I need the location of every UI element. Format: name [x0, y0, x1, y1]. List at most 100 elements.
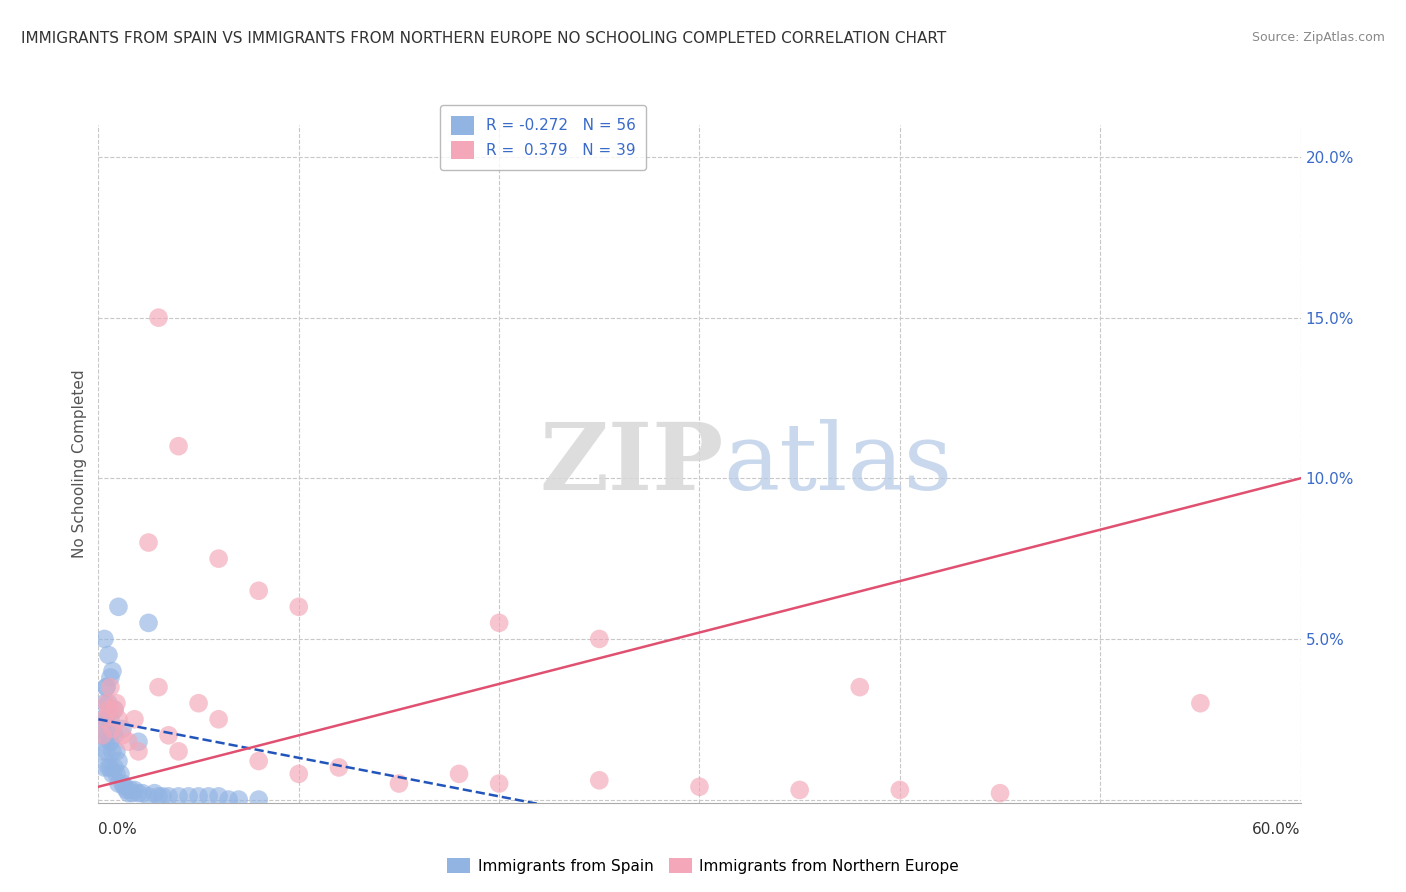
Point	[152, 789, 174, 804]
Point	[148, 310, 170, 325]
Point	[128, 735, 150, 749]
Point	[93, 760, 115, 774]
Point	[105, 696, 128, 710]
Text: atlas: atlas	[724, 419, 953, 508]
Point	[101, 744, 124, 758]
Point	[447, 767, 470, 781]
Point	[96, 680, 118, 694]
Point	[197, 789, 219, 804]
Point	[100, 680, 122, 694]
Point	[138, 789, 160, 804]
Point	[187, 696, 209, 710]
Point	[93, 728, 115, 742]
Point	[105, 744, 128, 758]
Point	[110, 767, 132, 781]
Point	[143, 786, 166, 800]
Point	[103, 703, 125, 717]
Point	[111, 722, 134, 736]
Point	[101, 767, 124, 781]
Point	[97, 696, 120, 710]
Point	[288, 599, 311, 614]
Point	[218, 792, 240, 806]
Point	[107, 776, 129, 790]
Point	[167, 744, 190, 758]
Point	[128, 744, 150, 758]
Point	[488, 776, 510, 790]
Point	[111, 776, 134, 790]
Point	[247, 754, 270, 768]
Point	[208, 551, 231, 566]
Point	[187, 789, 209, 804]
Point	[228, 792, 250, 806]
Point	[91, 712, 114, 726]
Point	[1189, 696, 1212, 710]
Point	[97, 728, 120, 742]
Point	[131, 786, 153, 800]
Point	[588, 773, 610, 788]
Point	[138, 615, 160, 630]
Point	[208, 712, 231, 726]
Point	[167, 789, 190, 804]
Point	[105, 767, 128, 781]
Y-axis label: No Schooling Completed: No Schooling Completed	[72, 369, 87, 558]
Text: ZIP: ZIP	[540, 419, 724, 508]
Point	[247, 792, 270, 806]
Point	[488, 615, 510, 630]
Point	[91, 728, 114, 742]
Point	[96, 680, 118, 694]
Point	[100, 671, 122, 685]
Point	[247, 583, 270, 598]
Legend: R = -0.272   N = 56, R =  0.379   N = 39: R = -0.272 N = 56, R = 0.379 N = 39	[440, 105, 647, 170]
Text: IMMIGRANTS FROM SPAIN VS IMMIGRANTS FROM NORTHERN EUROPE NO SCHOOLING COMPLETED : IMMIGRANTS FROM SPAIN VS IMMIGRANTS FROM…	[21, 31, 946, 46]
Legend: Immigrants from Spain, Immigrants from Northern Europe: Immigrants from Spain, Immigrants from N…	[441, 852, 965, 880]
Point	[121, 786, 143, 800]
Point	[100, 760, 122, 774]
Point	[288, 767, 311, 781]
Point	[107, 754, 129, 768]
Point	[111, 728, 134, 742]
Point	[96, 744, 118, 758]
Point	[157, 789, 180, 804]
Point	[107, 599, 129, 614]
Point	[101, 664, 124, 678]
Point	[148, 680, 170, 694]
Point	[101, 722, 124, 736]
Point	[128, 786, 150, 800]
Text: Source: ZipAtlas.com: Source: ZipAtlas.com	[1251, 31, 1385, 45]
Point	[167, 439, 190, 453]
Point	[588, 632, 610, 646]
Text: 60.0%: 60.0%	[1253, 822, 1301, 837]
Text: 0.0%: 0.0%	[98, 822, 138, 837]
Point	[114, 780, 136, 794]
Point	[148, 789, 170, 804]
Point	[388, 776, 411, 790]
Point	[177, 789, 200, 804]
Point	[988, 786, 1011, 800]
Point	[91, 744, 114, 758]
Point	[96, 712, 118, 726]
Point	[100, 735, 122, 749]
Point	[208, 789, 231, 804]
Point	[157, 728, 180, 742]
Point	[115, 783, 138, 797]
Point	[96, 696, 118, 710]
Point	[124, 783, 146, 797]
Point	[789, 783, 811, 797]
Point	[103, 703, 125, 717]
Point	[124, 712, 146, 726]
Point	[89, 728, 111, 742]
Point	[889, 783, 911, 797]
Point	[93, 632, 115, 646]
Point	[328, 760, 350, 774]
Point	[117, 786, 139, 800]
Point	[107, 712, 129, 726]
Point	[93, 696, 115, 710]
Point	[103, 728, 125, 742]
Point	[120, 783, 142, 797]
Point	[849, 680, 872, 694]
Point	[117, 735, 139, 749]
Point	[100, 712, 122, 726]
Point	[97, 760, 120, 774]
Point	[103, 760, 125, 774]
Point	[97, 648, 120, 662]
